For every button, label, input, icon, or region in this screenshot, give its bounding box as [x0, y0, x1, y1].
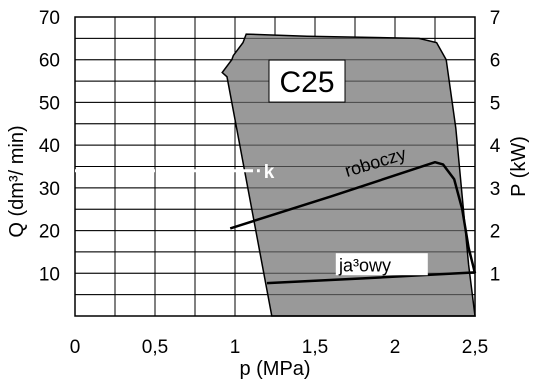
y-left-axis-title: Q (dm³/ min)	[6, 125, 28, 237]
c25-label: C25	[279, 66, 334, 99]
c25-label-box	[268, 59, 346, 103]
x-tick-label: 2	[390, 337, 401, 358]
y-left-tick-label: 50	[39, 93, 60, 114]
y-left-tick-label: 20	[39, 222, 60, 243]
x-tick-label: 1	[230, 337, 241, 358]
series-lines	[229, 160, 477, 285]
x-axis-title: p (MPa)	[239, 358, 310, 380]
annotation-k: k	[264, 162, 275, 183]
x-tick-label: 0,5	[142, 337, 168, 358]
y-right-tick-label: 3	[490, 179, 501, 200]
y-right-tick-label: 6	[490, 51, 501, 72]
y-left-tick-label: 70	[39, 8, 60, 29]
series-label-backing	[335, 253, 428, 276]
plot-frame	[74, 16, 476, 317]
y-right-tick-label: 2	[490, 222, 501, 243]
y-left-tick-label: 40	[39, 136, 60, 157]
y-left-tick-label: 30	[39, 179, 60, 200]
series-label-jalowy: ja³owy	[338, 255, 391, 275]
x-tick-labels: 0 0,5 1 1,5 2 2,5	[70, 337, 489, 358]
series-line-2	[266, 271, 476, 285]
y-right-tick-label: 7	[490, 8, 501, 29]
x-tick-label: 1,5	[302, 337, 328, 358]
y-right-tick-label: 1	[490, 264, 501, 285]
series-line-1	[229, 160, 477, 274]
y-left-tick-labels: 10 20 30 40 50 60 70	[39, 8, 60, 285]
y-right-tick-label: 4	[490, 136, 501, 157]
y-right-tick-label: 5	[490, 93, 501, 114]
x-tick-label: 0	[70, 337, 81, 358]
x-tick-label: 2,5	[462, 337, 488, 358]
y-left-tick-label: 10	[39, 264, 60, 285]
y-left-tick-label: 60	[39, 51, 60, 72]
y-right-axis-title: P (kW)	[508, 136, 530, 197]
y-right-tick-labels: 1 2 3 4 5 6 7	[490, 8, 501, 285]
c25-operating-region	[221, 33, 476, 317]
